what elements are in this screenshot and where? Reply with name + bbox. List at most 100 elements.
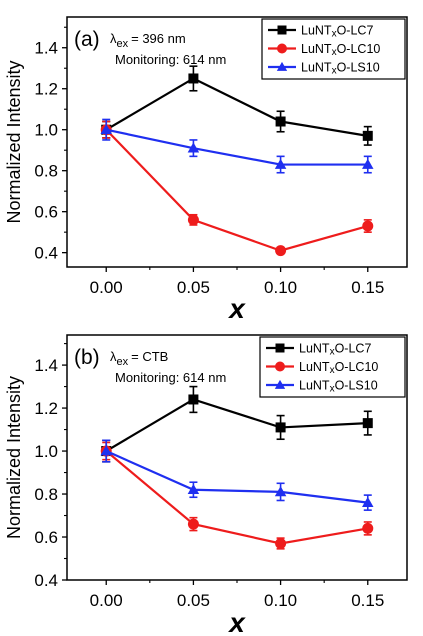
legend-marker	[277, 25, 287, 35]
x-tick-label: 0.15	[351, 278, 384, 297]
panel-label: (a)	[74, 28, 100, 51]
data-point	[275, 537, 287, 549]
excitation-symbol: λ	[110, 31, 117, 46]
y-tick-label: 0.4	[34, 244, 58, 263]
legend-name-prefix: LuNT	[301, 61, 332, 75]
y-tick-label: 1.0	[34, 442, 58, 461]
x-tick-label: 0.10	[264, 591, 297, 610]
panel-label: (b)	[74, 346, 100, 369]
y-tick-label: 0.6	[34, 528, 58, 547]
y-tick-label: 0.8	[34, 162, 58, 181]
legend-name-suffix: O-LS10	[335, 379, 378, 393]
legend-entry: LuNTxO-LC10	[299, 360, 378, 376]
legend-name-sub: x	[332, 47, 337, 58]
legend-marker	[275, 343, 285, 353]
legend-marker	[274, 379, 286, 389]
excitation-symbol: λ	[110, 349, 117, 364]
legend-entry: LuNTxO-LC10	[301, 42, 380, 58]
monitoring-label: Monitoring: 614 nm	[115, 52, 226, 67]
series-line	[105, 77, 368, 137]
data-point	[188, 73, 199, 84]
legend-name-prefix: LuNT	[299, 360, 330, 374]
x-axis-label: x	[227, 607, 246, 636]
data-point	[275, 422, 286, 433]
legend-marker	[276, 61, 288, 71]
series-LuNTxO-LC10	[100, 441, 374, 550]
chart-panel-a: 0.4 0.6 0.8 1.0 1.2 1.4 0.00 0.05 0.10 0.15 Normal…	[4, 16, 408, 324]
y-tick-label: 1.4	[34, 39, 58, 58]
x-tick-label: 0.05	[177, 278, 210, 297]
y-tick-label: 1.2	[34, 399, 58, 418]
legend-name-sub: x	[332, 66, 337, 77]
series-LuNTxO-LC7	[101, 385, 373, 463]
y-tick-label: 0.4	[34, 571, 58, 590]
excitation-label: λex = CTB	[110, 349, 168, 368]
y-tick-label: 1.4	[34, 356, 58, 375]
legend-name-sub: x	[330, 384, 335, 395]
data-point	[187, 483, 200, 495]
legend-name-prefix: LuNT	[301, 24, 332, 38]
legend-name-suffix: O-LC7	[337, 24, 374, 38]
excitation-subscript: ex	[117, 38, 129, 50]
legend-marker	[275, 361, 285, 372]
legend-entry: LuNTxO-LS10	[299, 379, 378, 395]
monitoring-label: Monitoring: 614 nm	[115, 370, 226, 385]
data-point	[187, 214, 199, 226]
legend-entry: LuNTxO-LS10	[301, 61, 380, 77]
data-point	[362, 418, 373, 429]
data-point	[187, 518, 199, 530]
data-point	[275, 116, 286, 127]
y-tick-label: 0.6	[34, 203, 58, 222]
legend-name-prefix: LuNT	[301, 42, 332, 56]
legend-name-suffix: O-LS10	[337, 61, 380, 75]
legend-name-prefix: LuNT	[299, 342, 330, 356]
data-point	[362, 496, 374, 507]
x-tick-label: 0.10	[264, 278, 297, 297]
x-tick-label: 0.00	[90, 278, 123, 297]
y-tick-label: 0.8	[34, 485, 58, 504]
legend-name-suffix: O-LC7	[335, 342, 372, 356]
data-point	[100, 123, 112, 135]
excitation-value: = 396 nm	[131, 31, 186, 46]
chart-panel-b: 0.4 0.6 0.8 1.0 1.2 1.4 0.00 0.05 0.10 0.15 Normal…	[4, 334, 408, 636]
x-tick-label: 0.05	[177, 591, 210, 610]
y-axis-label: Normalized Intensity	[4, 60, 24, 223]
data-point	[275, 245, 287, 257]
data-point	[274, 158, 287, 169]
legend-name-sub: x	[330, 347, 335, 358]
data-point	[362, 522, 374, 534]
data-point	[187, 142, 200, 153]
data-point	[362, 220, 374, 232]
data-point	[100, 445, 112, 456]
legend-marker	[277, 43, 287, 54]
x-tick-label: 0.15	[351, 591, 384, 610]
x-tick-label: 0.00	[90, 591, 123, 610]
legend-entry: LuNTxO-LC7	[299, 342, 371, 358]
legend-name-prefix: LuNT	[299, 379, 330, 393]
data-point	[362, 130, 373, 141]
y-tick-label: 1.2	[34, 80, 58, 99]
legend-name-suffix: O-LC10	[335, 360, 379, 374]
data-point	[188, 394, 199, 405]
excitation-subscript: ex	[117, 356, 129, 368]
legend-entry: LuNTxO-LC7	[301, 24, 373, 40]
excitation-value: = CTB	[131, 349, 168, 364]
excitation-label: λex = 396 nm	[110, 31, 186, 50]
x-axis-label: x	[227, 293, 246, 324]
series-line	[105, 450, 368, 504]
legend-name-sub: x	[332, 29, 337, 40]
series-LuNTxO-LC10	[100, 120, 374, 257]
data-point	[362, 158, 374, 169]
series-line	[105, 128, 369, 252]
data-point	[274, 486, 287, 497]
series-LuNTxO-LS10	[100, 118, 374, 174]
series-line	[106, 128, 368, 166]
series-LuNTxO-LS10	[100, 439, 374, 511]
series-line	[105, 450, 368, 545]
legend-name-sub: x	[330, 365, 335, 376]
legend-name-suffix: O-LC10	[337, 42, 381, 56]
y-axis-label: Normalized Intensity	[4, 376, 24, 539]
